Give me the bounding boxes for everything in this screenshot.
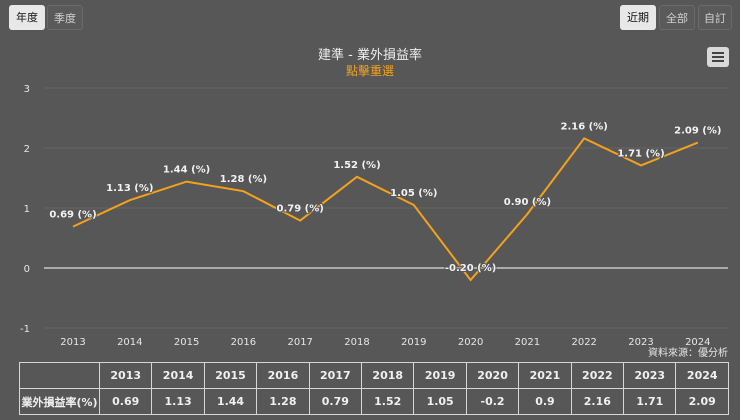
- table-header-year: 2020: [465, 362, 520, 389]
- data-label: 1.05 (%): [390, 188, 437, 199]
- x-tick-label: 2015: [174, 337, 199, 348]
- table-header-year: 2023: [623, 362, 677, 389]
- table-cell-value: 0.79: [308, 388, 363, 415]
- table-cell-value: 1.05: [413, 388, 467, 415]
- quarterly-toggle-button[interactable]: 季度: [47, 5, 83, 30]
- table-cell-value: 1.52: [361, 388, 415, 415]
- table-header-year: 2024: [675, 362, 729, 389]
- chart-title: 建準 - 業外損益率: [318, 48, 422, 63]
- data-label: 2.09 (%): [674, 126, 721, 137]
- x-tick-label: 2020: [458, 337, 483, 348]
- all-range-button[interactable]: 全部: [659, 5, 695, 30]
- table-corner-cell: [19, 362, 100, 389]
- x-tick-label: 2021: [515, 337, 540, 348]
- chart-subtitle-reselect[interactable]: 點擊重選: [345, 64, 394, 78]
- table-header-year: 2014: [151, 362, 205, 389]
- y-tick-label: 2: [24, 144, 30, 155]
- table-header-year: 2021: [518, 362, 572, 389]
- y-tick-label: -1: [20, 324, 30, 335]
- line-chart: -1 0 1 2 3 2013 2014 2015 2016 2017 2018 2019 2020 2…: [20, 84, 728, 348]
- table-cell-value: 0.9: [518, 388, 572, 415]
- table-cell-value: -0.2: [465, 388, 520, 415]
- x-tick-label: 2014: [117, 337, 142, 348]
- data-label: 1.52 (%): [333, 160, 380, 171]
- table-row-label: 業外損益率(%): [19, 388, 100, 415]
- x-tick-label: 2018: [344, 337, 369, 348]
- data-label: 1.44 (%): [163, 165, 210, 176]
- table-header-year: 2019: [413, 362, 467, 389]
- data-label: 1.71 (%): [617, 148, 664, 159]
- data-label: 1.13 (%): [106, 183, 153, 194]
- table-header-year: 2013: [98, 362, 153, 389]
- data-label: 0.79 (%): [277, 204, 324, 215]
- series-line: [72, 137, 699, 282]
- annual-toggle-button[interactable]: 年度: [9, 5, 45, 30]
- table-cell-value: 1.13: [151, 388, 205, 415]
- x-tick-label: 2023: [628, 337, 653, 348]
- table-header-year: 2022: [570, 362, 625, 389]
- table-header-row: 2013 2014 2015 2016 2017 2018 2019 2020 2021 2022…: [19, 362, 729, 389]
- table-cell-value: 1.28: [256, 388, 310, 415]
- x-tick-label: 2017: [287, 337, 312, 348]
- custom-range-button[interactable]: 自訂: [698, 5, 732, 30]
- table-cell-value: 2.09: [675, 388, 729, 415]
- x-tick-label: 2016: [231, 337, 256, 348]
- table-cell-value: 2.16: [570, 388, 625, 415]
- y-tick-label: 0: [24, 264, 30, 275]
- data-label: 0.69 (%): [49, 210, 96, 221]
- table-header-year: 2018: [361, 362, 415, 389]
- x-tick-label: 2013: [60, 337, 85, 348]
- data-label: -0.20 (%): [445, 263, 496, 274]
- table-row: 業外損益率(%) 0.69 1.13 1.44 1.28 0.79 1.52 1.05 -0.…: [19, 388, 729, 415]
- data-label: 0.90 (%): [504, 197, 551, 208]
- y-tick-label: 1: [24, 204, 30, 215]
- x-tick-label: 2019: [401, 337, 426, 348]
- table-cell-value: 1.44: [203, 388, 258, 415]
- table-cell-value: 0.69: [98, 388, 153, 415]
- recent-range-button[interactable]: 近期: [620, 5, 656, 30]
- x-tick-label: 2024: [685, 337, 710, 348]
- hamburger-menu-icon[interactable]: [707, 47, 729, 67]
- data-table: 2013 2014 2015 2016 2017 2018 2019 2020 2021 2022…: [19, 362, 729, 415]
- table-cell-value: 1.71: [623, 388, 677, 415]
- table-header-year: 2015: [203, 362, 258, 389]
- table-header-year: 2016: [256, 362, 310, 389]
- table-header-year: 2017: [308, 362, 363, 389]
- x-tick-label: 2022: [571, 337, 596, 348]
- data-source: 資料來源：優分析: [648, 348, 728, 359]
- data-label: 2.16 (%): [561, 121, 608, 132]
- y-tick-label: 3: [24, 84, 30, 95]
- data-label: 1.28 (%): [220, 174, 267, 185]
